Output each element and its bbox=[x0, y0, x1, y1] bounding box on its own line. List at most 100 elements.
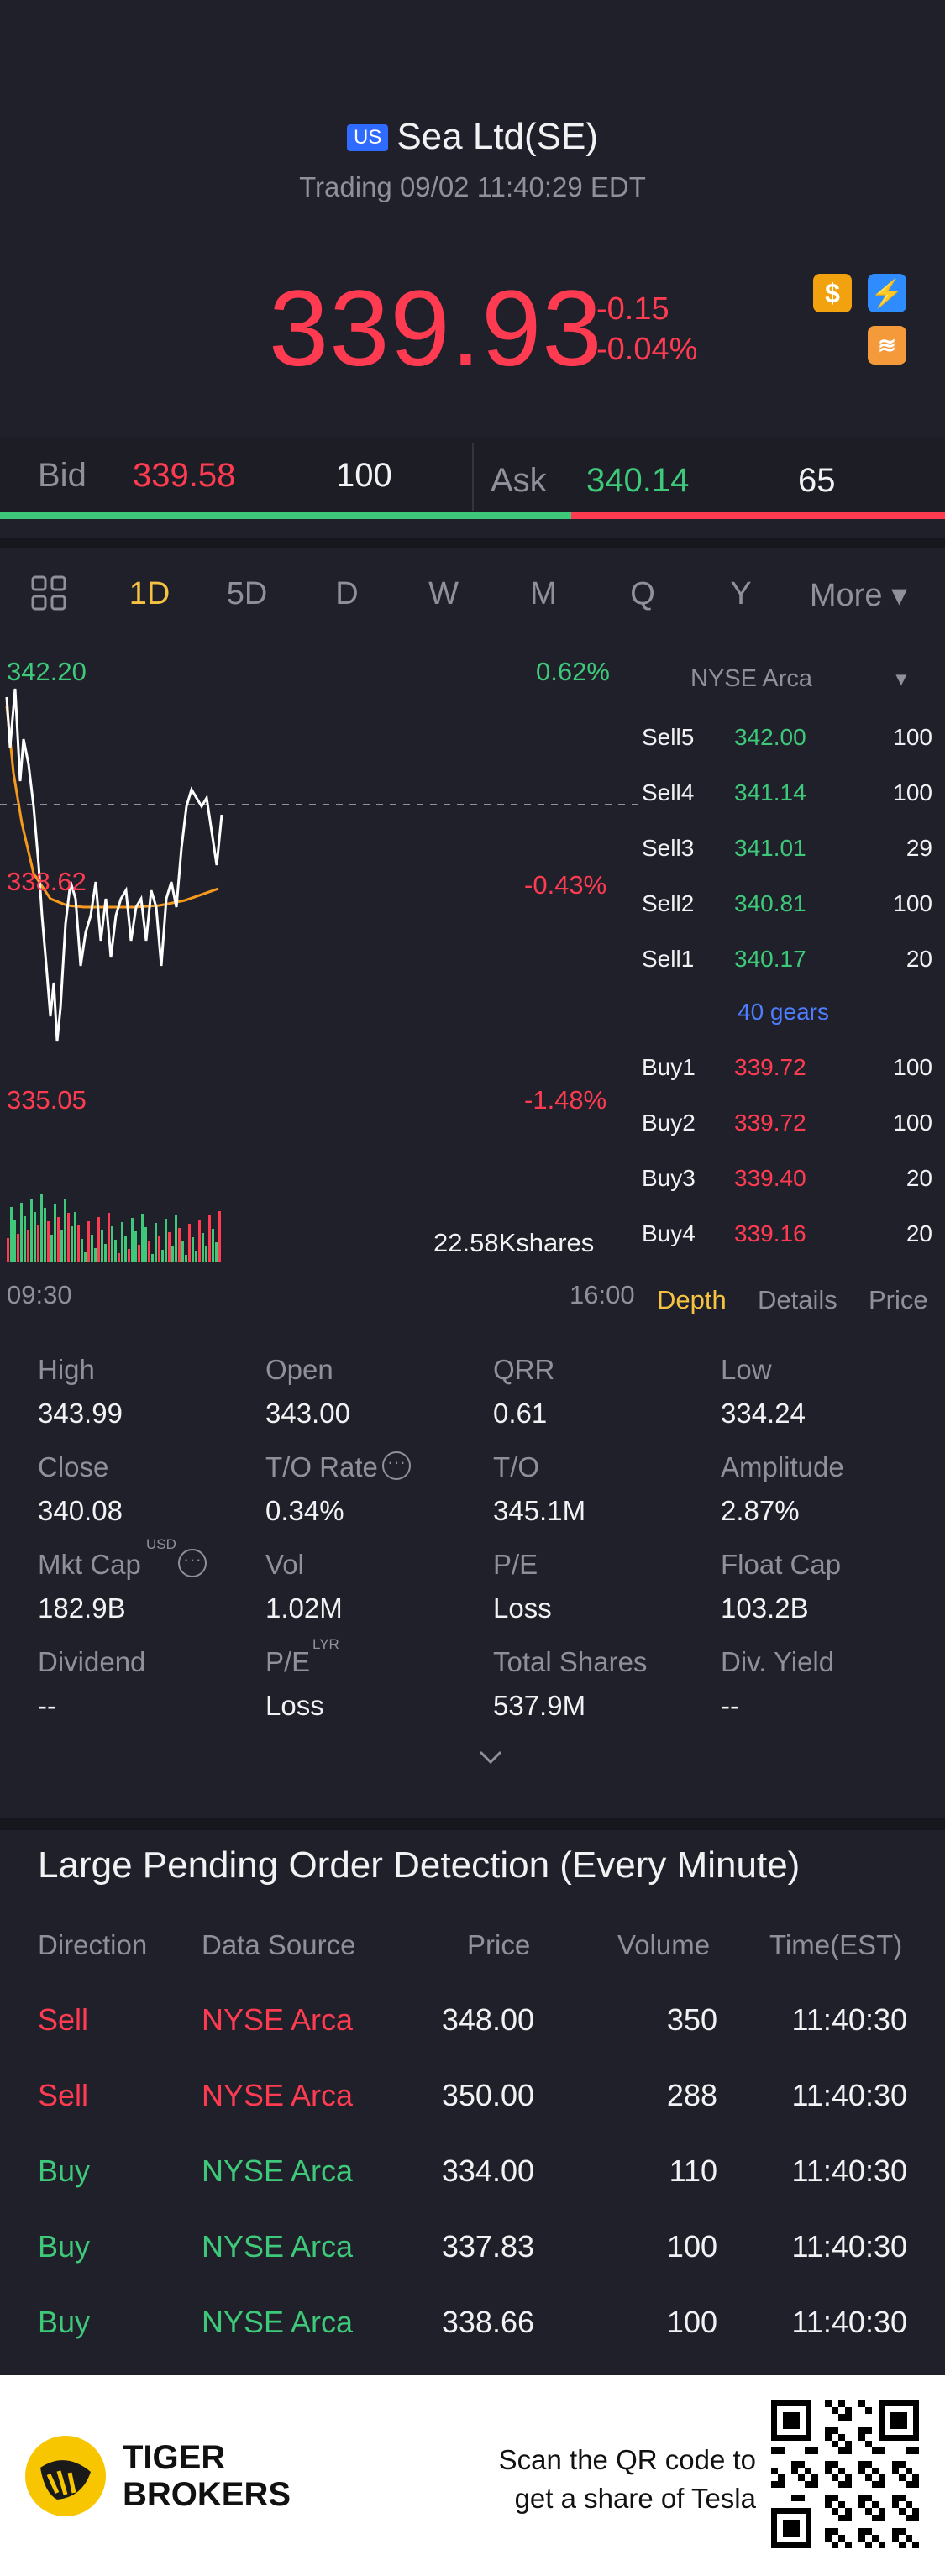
ob-buy-price[interactable]: 339.40 bbox=[734, 1165, 806, 1191]
ob-buy-price[interactable]: 339.72 bbox=[734, 1110, 806, 1136]
stat-label: QRR bbox=[493, 1354, 555, 1385]
volume-bar bbox=[87, 1221, 90, 1262]
ob-buy-price[interactable]: 339.16 bbox=[734, 1220, 806, 1246]
bid-price[interactable]: 339.58 bbox=[133, 457, 236, 494]
volume-bar bbox=[121, 1222, 123, 1262]
volume-bar bbox=[144, 1227, 147, 1262]
ob-buy-label: Buy3 bbox=[642, 1165, 696, 1191]
ob-buy-label: Buy4 bbox=[642, 1220, 696, 1246]
ob-sell-label: Sell2 bbox=[642, 890, 695, 916]
ob-sell-volume: 20 bbox=[906, 946, 932, 972]
trading-time: Trading 09/02 11:40:29 EDT bbox=[299, 171, 646, 202]
volume-bar bbox=[208, 1215, 211, 1262]
brand-name: TIGER BROKERS bbox=[123, 2439, 291, 2513]
grid-icon[interactable] bbox=[30, 574, 69, 613]
qr-code-icon[interactable] bbox=[771, 2400, 919, 2548]
more-circle-icon[interactable]: ··· bbox=[382, 1451, 411, 1480]
ob-sell-price[interactable]: 341.01 bbox=[734, 835, 806, 861]
order-price: 338.66 bbox=[441, 2305, 534, 2339]
ob-buy-volume: 100 bbox=[893, 1110, 932, 1136]
volume-bar bbox=[168, 1232, 171, 1262]
order-time: 11:40:30 bbox=[791, 2078, 907, 2112]
intraday-chart[interactable] bbox=[0, 647, 638, 1319]
ob-buy-label: Buy2 bbox=[642, 1110, 696, 1136]
tab-more[interactable]: More ▾ bbox=[809, 578, 908, 613]
volume-bar bbox=[94, 1248, 97, 1262]
volume-bar bbox=[165, 1219, 167, 1262]
lightning-icon[interactable]: ⚡ bbox=[868, 274, 906, 312]
volume-bar bbox=[27, 1230, 29, 1262]
stat-value: 0.61 bbox=[493, 1398, 548, 1429]
volume-label: 22.58Kshares bbox=[433, 1228, 595, 1257]
volume-bar bbox=[198, 1220, 201, 1262]
tab-d[interactable]: D bbox=[335, 576, 359, 611]
dollar-icon[interactable]: $ bbox=[813, 274, 852, 312]
expand-chevron-icon[interactable] bbox=[475, 1747, 506, 1767]
tab-5d[interactable]: 5D bbox=[226, 576, 268, 611]
ob-sell-price[interactable]: 340.17 bbox=[734, 946, 806, 972]
tab-y[interactable]: Y bbox=[730, 576, 752, 611]
ask-price[interactable]: 340.14 bbox=[586, 462, 690, 499]
order-price: 348.00 bbox=[441, 2002, 534, 2037]
volume-bar bbox=[24, 1216, 26, 1262]
info-circle-icon[interactable]: ··· bbox=[178, 1549, 207, 1577]
order-volume: 100 bbox=[666, 2229, 717, 2264]
tab-details[interactable]: Details bbox=[758, 1285, 837, 1314]
volume-bar bbox=[185, 1255, 187, 1262]
volume-bar bbox=[60, 1230, 63, 1262]
tab-1d[interactable]: 1D bbox=[129, 576, 171, 611]
stat-value: 340.08 bbox=[38, 1495, 123, 1526]
volume-bar bbox=[155, 1223, 157, 1262]
tab-m[interactable]: M bbox=[530, 576, 557, 611]
stock-name: Sea Ltd(SE) bbox=[396, 116, 599, 157]
stat-value: 2.87% bbox=[721, 1495, 800, 1526]
stat-label: P/E bbox=[265, 1646, 311, 1677]
volume-bar bbox=[64, 1199, 66, 1262]
exchange-name: NYSE Arca bbox=[690, 665, 813, 692]
order-source: NYSE Arca bbox=[202, 2229, 354, 2264]
volume-bar bbox=[54, 1204, 56, 1262]
ob-sell-volume: 100 bbox=[893, 779, 932, 805]
ob-sell-price[interactable]: 341.14 bbox=[734, 779, 806, 805]
volume-bar bbox=[84, 1252, 87, 1262]
last-price: 339.93 bbox=[269, 269, 603, 389]
ob-sell-label: Sell5 bbox=[642, 724, 695, 750]
stat-value: 343.00 bbox=[265, 1398, 350, 1429]
volume-bar bbox=[188, 1224, 191, 1262]
bid-ratio-bar bbox=[0, 512, 571, 519]
order-source: NYSE Arca bbox=[202, 2078, 354, 2112]
stat-label: Dividend bbox=[38, 1646, 146, 1677]
tab-depth[interactable]: Depth bbox=[657, 1285, 727, 1314]
ob-sell-price[interactable]: 342.00 bbox=[734, 724, 806, 750]
order-direction: Sell bbox=[38, 2002, 89, 2037]
volume-bars bbox=[7, 1194, 221, 1262]
ob-sell-price[interactable]: 340.81 bbox=[734, 890, 806, 916]
stat-value: 0.34% bbox=[265, 1495, 344, 1526]
volume-bar bbox=[30, 1199, 33, 1262]
exchange-selector[interactable]: NYSE Arca bbox=[690, 665, 812, 693]
volume-bar bbox=[118, 1253, 120, 1262]
volume-bar bbox=[77, 1225, 80, 1262]
ob-buy-price[interactable]: 339.72 bbox=[734, 1054, 806, 1080]
ob-sell-volume: 29 bbox=[906, 835, 932, 861]
scan-text: Scan the QR code to get a share of Tesla bbox=[470, 2441, 756, 2518]
ob-sell-label: Sell3 bbox=[642, 835, 695, 861]
stat-label: Mkt Cap bbox=[38, 1549, 141, 1580]
volume-bar bbox=[195, 1251, 197, 1262]
stat-value: 345.1M bbox=[493, 1495, 586, 1526]
order-price: 337.83 bbox=[441, 2229, 534, 2264]
chevron-down-icon[interactable]: ▼ bbox=[892, 669, 911, 690]
order-time: 11:40:30 bbox=[791, 2154, 907, 2188]
tab-price[interactable]: Price bbox=[869, 1285, 928, 1314]
tab-w[interactable]: W bbox=[428, 576, 459, 611]
volume-bar bbox=[218, 1211, 221, 1262]
chart-low-pct: -1.48% bbox=[524, 1085, 607, 1115]
layers-icon[interactable]: ≋ bbox=[868, 326, 906, 365]
stat-label: Low bbox=[721, 1354, 772, 1385]
gears-link[interactable]: 40 gears bbox=[738, 999, 829, 1025]
price-change: -0.15 -0.04% bbox=[596, 289, 697, 370]
volume-bar bbox=[128, 1249, 130, 1262]
volume-bar bbox=[108, 1213, 110, 1262]
tab-q[interactable]: Q bbox=[630, 576, 655, 611]
chart-low-label: 335.05 bbox=[7, 1085, 87, 1115]
